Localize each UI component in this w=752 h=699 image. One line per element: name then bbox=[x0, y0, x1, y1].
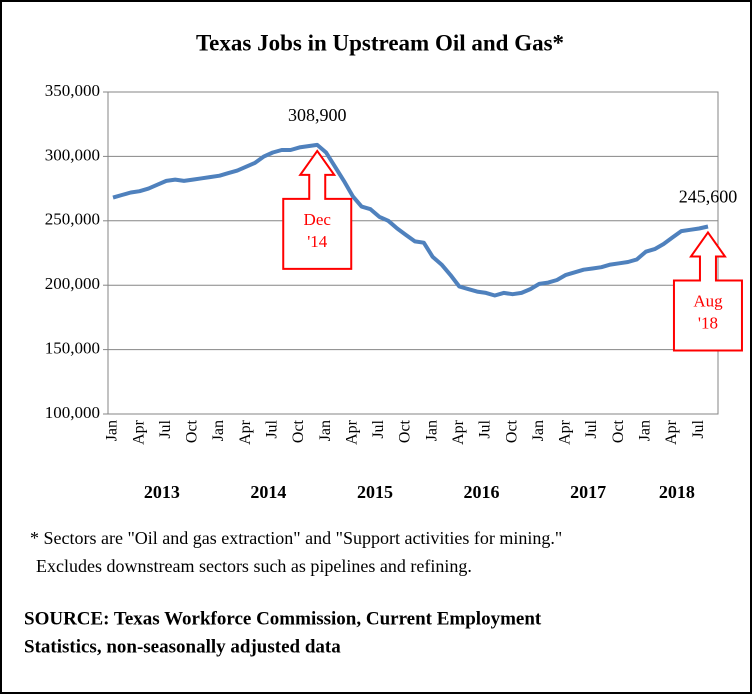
x-tick-label: Jan bbox=[530, 420, 547, 441]
x-tick-label: Oct bbox=[610, 419, 627, 443]
year-label: 2013 bbox=[144, 482, 180, 502]
x-tick-label: Jan bbox=[104, 420, 121, 441]
x-tick-label: Oct bbox=[184, 419, 201, 443]
x-tick-label: Jan bbox=[636, 420, 653, 441]
x-tick-label: Jan bbox=[423, 420, 440, 441]
x-tick-label: Apr bbox=[237, 419, 254, 445]
x-tick-label: Jul bbox=[690, 419, 707, 438]
data-label: 308,900 bbox=[288, 105, 347, 125]
y-tick-label: 350,000 bbox=[45, 81, 100, 100]
x-tick-label: Jul bbox=[477, 419, 494, 438]
x-tick-label: Jul bbox=[583, 419, 600, 438]
y-tick-label: 250,000 bbox=[45, 210, 100, 229]
year-label: 2016 bbox=[464, 482, 500, 502]
year-label: 2014 bbox=[250, 482, 286, 502]
x-tick-label: Jan bbox=[210, 420, 227, 441]
callout-text: '14 bbox=[307, 232, 328, 251]
x-tick-label: Apr bbox=[343, 419, 360, 445]
data-label: 245,600 bbox=[679, 187, 738, 207]
x-tick-label: Oct bbox=[503, 419, 520, 443]
x-tick-label: Jul bbox=[370, 419, 387, 438]
x-tick-label: Apr bbox=[663, 419, 680, 445]
callout-text: '18 bbox=[698, 313, 718, 332]
x-tick-label: Apr bbox=[557, 419, 574, 445]
callout-text: Aug bbox=[693, 291, 723, 310]
source: SOURCE: Texas Workforce Commission, Curr… bbox=[24, 608, 542, 629]
x-tick-label: Jul bbox=[157, 419, 174, 438]
footnote: * Sectors are "Oil and gas extraction" a… bbox=[30, 528, 562, 548]
source: Statistics, non-seasonally adjusted data bbox=[24, 636, 341, 657]
data-line bbox=[112, 142, 709, 298]
callout bbox=[672, 230, 743, 352]
year-label: 2017 bbox=[570, 482, 606, 502]
x-tick-label: Jan bbox=[317, 420, 334, 441]
y-tick-label: 100,000 bbox=[45, 403, 100, 422]
x-tick-label: Apr bbox=[130, 419, 147, 445]
x-tick-label: Oct bbox=[397, 419, 414, 443]
y-tick-label: 150,000 bbox=[45, 339, 100, 358]
x-tick-label: Oct bbox=[290, 419, 307, 443]
y-tick-label: 200,000 bbox=[45, 274, 100, 293]
footnote: Excludes downstream sectors such as pipe… bbox=[36, 556, 472, 576]
y-tick-label: 300,000 bbox=[45, 145, 100, 164]
chart-title: Texas Jobs in Upstream Oil and Gas* bbox=[196, 30, 564, 55]
callout bbox=[282, 149, 353, 270]
year-label: 2018 bbox=[659, 482, 695, 502]
callout-text: Dec bbox=[304, 210, 332, 229]
x-tick-label: Apr bbox=[450, 419, 467, 445]
x-tick-label: Jul bbox=[264, 419, 281, 438]
year-label: 2015 bbox=[357, 482, 393, 502]
